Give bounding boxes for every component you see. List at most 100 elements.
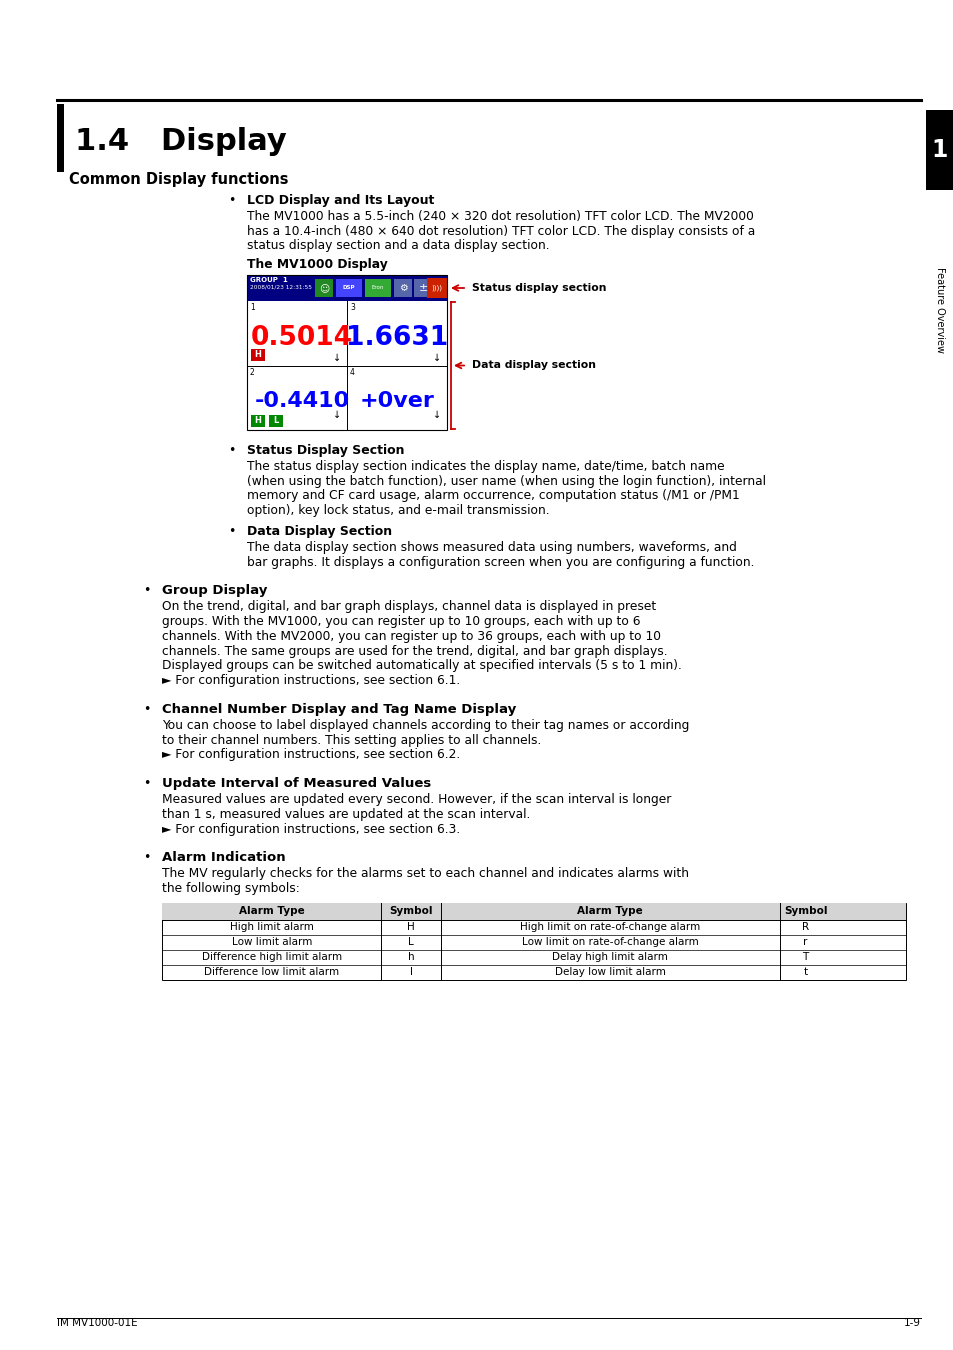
Text: Difference high limit alarm: Difference high limit alarm <box>201 952 341 963</box>
Text: ↓: ↓ <box>333 352 341 363</box>
Text: ↓: ↓ <box>333 410 341 420</box>
Text: Channel Number Display and Tag Name Display: Channel Number Display and Tag Name Disp… <box>162 703 516 716</box>
Text: bar graphs. It displays a configuration screen when you are configuring a functi: bar graphs. It displays a configuration … <box>247 556 754 568</box>
Text: memory and CF card usage, alarm occurrence, computation status (/M1 or /PM1: memory and CF card usage, alarm occurren… <box>247 490 739 502</box>
Bar <box>162 903 905 919</box>
Text: Low limit on rate-of-change alarm: Low limit on rate-of-change alarm <box>521 937 698 948</box>
Bar <box>247 301 447 431</box>
Text: The data display section shows measured data using numbers, waveforms, and: The data display section shows measured … <box>247 541 736 554</box>
Bar <box>269 414 283 427</box>
Text: Delay low limit alarm: Delay low limit alarm <box>555 968 665 977</box>
Text: Displayed groups can be switched automatically at specified intervals (5 s to 1 : Displayed groups can be switched automat… <box>162 659 681 672</box>
Text: Symbol: Symbol <box>389 906 433 917</box>
Text: h: h <box>408 952 415 963</box>
Bar <box>162 903 905 980</box>
Text: •: • <box>143 852 151 864</box>
Text: T: T <box>801 952 808 963</box>
Text: 1.6631: 1.6631 <box>346 325 448 351</box>
Text: status display section and a data display section.: status display section and a data displa… <box>247 239 549 252</box>
Text: Eron: Eron <box>372 285 384 290</box>
Text: •: • <box>228 194 235 207</box>
Text: The MV1000 has a 5.5-inch (240 × 320 dot resolution) TFT color LCD. The MV2000: The MV1000 has a 5.5-inch (240 × 320 dot… <box>247 209 753 223</box>
Text: +0ver: +0ver <box>359 392 434 410</box>
Text: )))): )))) <box>431 285 442 292</box>
Text: Alarm Type: Alarm Type <box>577 906 642 917</box>
Text: Alarm Indication: Alarm Indication <box>162 852 285 864</box>
Text: Status display section: Status display section <box>472 284 606 293</box>
Text: Delay high limit alarm: Delay high limit alarm <box>552 952 667 963</box>
Text: H: H <box>254 351 261 359</box>
Text: The status display section indicates the display name, date/time, batch name: The status display section indicates the… <box>247 460 724 472</box>
Text: 4: 4 <box>350 369 355 377</box>
Text: H: H <box>254 417 261 425</box>
Text: ► For configuration instructions, see section 6.1.: ► For configuration instructions, see se… <box>162 674 459 687</box>
Bar <box>394 279 412 297</box>
Text: 3: 3 <box>350 302 355 312</box>
Text: Group Display: Group Display <box>162 585 267 598</box>
Text: option), key lock status, and e-mail transmission.: option), key lock status, and e-mail tra… <box>247 504 549 517</box>
Text: •: • <box>143 778 151 790</box>
Text: ↓: ↓ <box>433 352 440 363</box>
Text: 1: 1 <box>250 302 254 312</box>
Text: -0.4410: -0.4410 <box>254 392 349 410</box>
Text: ↓: ↓ <box>433 410 440 420</box>
Text: ► For configuration instructions, see section 6.2.: ► For configuration instructions, see se… <box>162 748 459 761</box>
Text: has a 10.4-inch (480 × 640 dot resolution) TFT color LCD. The display consists o: has a 10.4-inch (480 × 640 dot resolutio… <box>247 224 755 238</box>
Text: 1.4   Display: 1.4 Display <box>75 127 287 157</box>
Bar <box>247 275 447 301</box>
Bar <box>251 350 265 360</box>
Text: R: R <box>801 922 808 933</box>
Bar <box>314 279 333 297</box>
Text: GROUP  1: GROUP 1 <box>250 277 288 284</box>
Text: •: • <box>143 703 151 716</box>
Text: Feature Overview: Feature Overview <box>934 267 944 352</box>
Text: channels. With the MV2000, you can register up to 36 groups, each with up to 10: channels. With the MV2000, you can regis… <box>162 630 660 643</box>
Text: IM MV1000-01E: IM MV1000-01E <box>57 1318 137 1328</box>
Text: High limit alarm: High limit alarm <box>230 922 314 933</box>
Bar <box>365 279 391 297</box>
Text: ⚙: ⚙ <box>398 284 407 293</box>
Bar <box>427 278 447 298</box>
Text: Update Interval of Measured Values: Update Interval of Measured Values <box>162 778 431 790</box>
Bar <box>414 279 432 297</box>
Text: •: • <box>143 585 151 598</box>
Text: The MV regularly checks for the alarms set to each channel and indicates alarms : The MV regularly checks for the alarms s… <box>162 867 688 880</box>
Bar <box>247 275 447 431</box>
Text: L: L <box>274 417 278 425</box>
Text: •: • <box>228 525 235 539</box>
Text: ±: ± <box>417 284 427 293</box>
Text: Common Display functions: Common Display functions <box>69 171 288 188</box>
Text: Data display section: Data display section <box>472 360 596 370</box>
Text: 0.5014: 0.5014 <box>251 325 353 351</box>
Text: r: r <box>802 937 807 948</box>
Text: Alarm Type: Alarm Type <box>238 906 304 917</box>
Text: •: • <box>228 444 235 458</box>
Text: groups. With the MV1000, you can register up to 10 groups, each with up to 6: groups. With the MV1000, you can registe… <box>162 616 639 628</box>
Text: 2008/01/23 12:31:55: 2008/01/23 12:31:55 <box>250 285 312 290</box>
Text: 2: 2 <box>250 369 254 377</box>
Text: L: L <box>408 937 414 948</box>
Text: Difference low limit alarm: Difference low limit alarm <box>204 968 339 977</box>
Text: You can choose to label displayed channels according to their tag names or accor: You can choose to label displayed channe… <box>162 718 689 732</box>
Text: channels. The same groups are used for the trend, digital, and bar graph display: channels. The same groups are used for t… <box>162 644 667 657</box>
Text: On the trend, digital, and bar graph displays, channel data is displayed in pres: On the trend, digital, and bar graph dis… <box>162 601 656 613</box>
Text: ► For configuration instructions, see section 6.3.: ► For configuration instructions, see se… <box>162 822 459 836</box>
Text: Low limit alarm: Low limit alarm <box>232 937 312 948</box>
Text: LCD Display and Its Layout: LCD Display and Its Layout <box>247 194 434 207</box>
Text: The MV1000 Display: The MV1000 Display <box>247 258 387 271</box>
Text: H: H <box>407 922 415 933</box>
Bar <box>251 414 265 427</box>
Bar <box>925 109 953 190</box>
Text: DSP: DSP <box>342 285 355 290</box>
Text: 1: 1 <box>931 138 947 162</box>
Text: Measured values are updated every second. However, if the scan interval is longe: Measured values are updated every second… <box>162 792 671 806</box>
Text: ☺: ☺ <box>318 284 329 293</box>
Text: t: t <box>802 968 807 977</box>
Text: Data Display Section: Data Display Section <box>247 525 392 539</box>
Bar <box>335 279 361 297</box>
Bar <box>57 104 64 171</box>
Text: to their channel numbers. This setting applies to all channels.: to their channel numbers. This setting a… <box>162 733 540 747</box>
Text: Symbol: Symbol <box>783 906 826 917</box>
Text: than 1 s, measured values are updated at the scan interval.: than 1 s, measured values are updated at… <box>162 807 530 821</box>
Text: (when using the batch function), user name (when using the login function), inte: (when using the batch function), user na… <box>247 475 765 487</box>
